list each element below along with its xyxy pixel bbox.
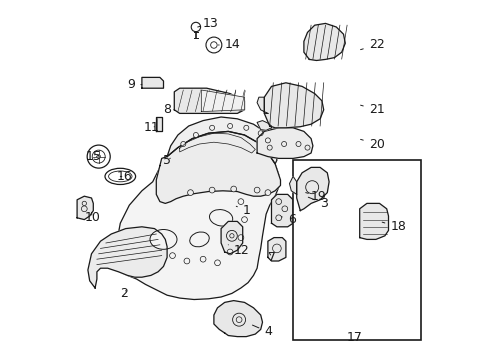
Circle shape: [232, 313, 245, 326]
Circle shape: [241, 217, 247, 222]
Circle shape: [272, 244, 281, 253]
Text: 5: 5: [163, 154, 171, 167]
Text: 8: 8: [163, 103, 174, 116]
Circle shape: [281, 141, 286, 147]
Polygon shape: [142, 77, 163, 88]
Text: 12: 12: [228, 244, 249, 257]
Text: 19: 19: [305, 190, 326, 203]
Polygon shape: [115, 131, 278, 300]
Circle shape: [305, 181, 318, 194]
Circle shape: [229, 234, 234, 238]
Polygon shape: [221, 221, 242, 254]
Circle shape: [266, 145, 272, 150]
Text: 7: 7: [267, 251, 275, 264]
Circle shape: [258, 131, 263, 136]
Text: 6: 6: [281, 213, 295, 226]
Polygon shape: [359, 203, 387, 239]
Bar: [292, 160, 420, 340]
Circle shape: [214, 260, 220, 266]
Polygon shape: [257, 121, 271, 130]
Circle shape: [82, 201, 86, 206]
Text: 14: 14: [218, 39, 240, 51]
Circle shape: [191, 22, 200, 32]
Polygon shape: [88, 227, 167, 288]
Circle shape: [92, 150, 105, 163]
Circle shape: [275, 215, 281, 221]
Polygon shape: [303, 23, 345, 60]
Text: 16: 16: [117, 170, 132, 183]
Text: 20: 20: [360, 138, 384, 150]
Circle shape: [187, 190, 193, 195]
Circle shape: [227, 123, 232, 129]
Circle shape: [226, 230, 237, 241]
Circle shape: [87, 145, 110, 168]
Circle shape: [238, 235, 244, 240]
Polygon shape: [213, 301, 262, 337]
Text: 10: 10: [84, 211, 100, 224]
Circle shape: [183, 258, 189, 264]
Circle shape: [181, 141, 185, 147]
Polygon shape: [264, 83, 323, 128]
Circle shape: [169, 253, 175, 258]
Polygon shape: [156, 117, 162, 131]
Text: 11: 11: [143, 121, 159, 134]
Polygon shape: [271, 194, 292, 227]
Polygon shape: [201, 90, 244, 112]
Text: 22: 22: [360, 39, 384, 51]
Polygon shape: [257, 128, 312, 158]
Text: 1: 1: [236, 204, 250, 217]
Text: 18: 18: [382, 220, 406, 233]
Circle shape: [205, 37, 222, 53]
Circle shape: [238, 199, 244, 204]
Text: 13: 13: [197, 17, 219, 30]
Circle shape: [209, 125, 214, 130]
Polygon shape: [77, 196, 93, 220]
Circle shape: [265, 138, 270, 143]
Circle shape: [193, 132, 198, 138]
Circle shape: [81, 206, 87, 212]
Text: 3: 3: [307, 197, 327, 210]
Polygon shape: [257, 97, 267, 113]
Text: 4: 4: [252, 325, 272, 338]
Ellipse shape: [108, 171, 132, 182]
Text: 21: 21: [360, 103, 384, 116]
Ellipse shape: [209, 210, 232, 226]
Circle shape: [200, 256, 205, 262]
Polygon shape: [267, 238, 285, 261]
Polygon shape: [174, 88, 244, 113]
Polygon shape: [156, 131, 280, 203]
Text: 15: 15: [86, 150, 102, 163]
Polygon shape: [167, 117, 276, 164]
Text: 2: 2: [120, 287, 128, 300]
Circle shape: [227, 249, 232, 255]
Circle shape: [210, 42, 217, 48]
Circle shape: [295, 141, 301, 147]
Circle shape: [264, 190, 270, 195]
Circle shape: [244, 125, 248, 130]
Ellipse shape: [150, 230, 177, 249]
Text: 17: 17: [346, 331, 362, 344]
Ellipse shape: [189, 232, 209, 247]
Circle shape: [254, 187, 260, 193]
Circle shape: [97, 155, 101, 158]
Circle shape: [209, 187, 215, 193]
Circle shape: [305, 145, 309, 150]
Circle shape: [275, 199, 281, 204]
Ellipse shape: [105, 168, 135, 184]
Circle shape: [236, 317, 242, 323]
Polygon shape: [296, 167, 328, 211]
Polygon shape: [289, 176, 296, 194]
Circle shape: [282, 206, 287, 212]
Text: 9: 9: [127, 78, 142, 91]
Circle shape: [230, 186, 236, 192]
